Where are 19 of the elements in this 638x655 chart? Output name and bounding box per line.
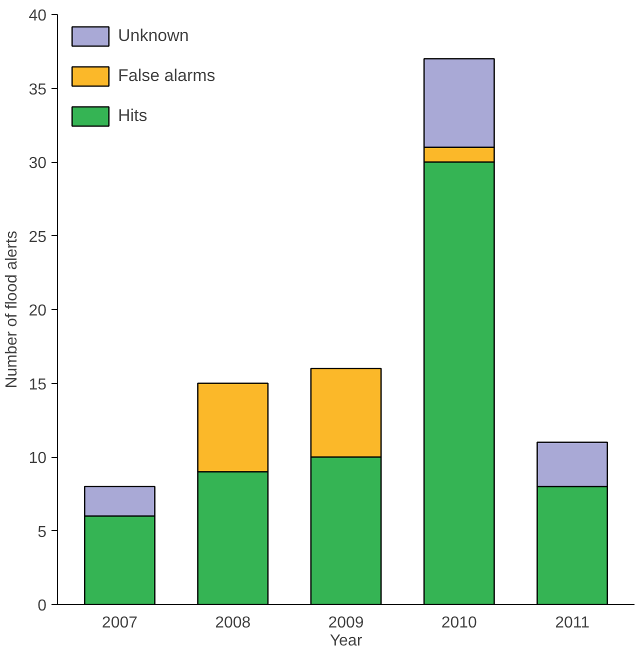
- y-tick-label: 5: [38, 524, 47, 541]
- legend-label: Unknown: [118, 26, 189, 46]
- y-tick-label: 25: [28, 228, 47, 246]
- x-tick-label: 2010: [441, 614, 478, 632]
- x-tick-label: 2011: [555, 614, 590, 632]
- y-tick-label: 15: [28, 376, 47, 394]
- y-tick-label: 0: [38, 598, 47, 614]
- x-tick-label: 2008: [215, 614, 251, 632]
- x-tick-label: 2009: [328, 614, 364, 632]
- x-tick-label: 2007: [102, 614, 138, 632]
- legend-label: False alarms: [118, 66, 216, 86]
- y-axis-title: Number of flood alerts: [4, 230, 21, 388]
- y-tick-label: 10: [28, 450, 47, 467]
- y-tick-label: 35: [28, 81, 47, 98]
- legend-label: Hits: [118, 106, 148, 126]
- x-axis-title: Year: [330, 632, 363, 650]
- y-tick-label: 30: [28, 155, 47, 172]
- y-tick-label: 20: [28, 302, 47, 320]
- y-tick-label: 40: [28, 8, 47, 24]
